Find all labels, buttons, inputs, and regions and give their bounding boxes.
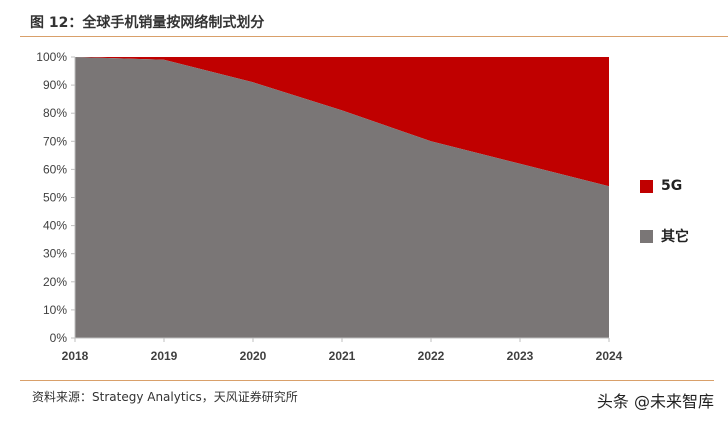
- legend-label-other: 其它: [661, 229, 689, 245]
- stacked-area-chart: 0% 10% 20% 30% 40% 50% 60% 70% 80% 90% 100% 2018 201…: [36, 50, 622, 363]
- chart-areas: [75, 57, 609, 338]
- y-tick-label: 30%: [43, 247, 67, 261]
- watermark: 头条 @未来智库: [596, 392, 714, 411]
- y-tick-label: 40%: [43, 219, 67, 233]
- x-tick-label: 2018: [62, 349, 89, 363]
- header-divider: [20, 36, 728, 37]
- y-tick-label: 70%: [43, 134, 67, 148]
- y-tick-label: 100%: [36, 50, 67, 64]
- y-tick-label: 50%: [43, 191, 67, 205]
- legend-item-other: 其它: [640, 226, 689, 246]
- area-5g: [75, 57, 609, 187]
- x-tick-label: 2020: [240, 349, 267, 363]
- x-tick-label: 2022: [418, 349, 445, 363]
- x-tick-label: 2019: [151, 349, 178, 363]
- y-tick-label: 10%: [43, 303, 67, 317]
- legend-item-5g: 5G: [640, 178, 682, 194]
- x-tick-label: 2021: [329, 349, 356, 363]
- legend-label-5g: 5G: [661, 178, 683, 194]
- x-tick-label: 2024: [596, 349, 623, 363]
- source-note: 资料来源：Strategy Analytics，天风证券研究所: [32, 390, 298, 404]
- area-other: [75, 57, 609, 338]
- y-tick-label: 0%: [50, 331, 68, 345]
- y-tick-label: 20%: [43, 275, 67, 289]
- x-tick-label: 2023: [507, 349, 534, 363]
- y-tick-label: 90%: [43, 78, 67, 92]
- figure-title: 图 12：全球手机销量按网络制式划分: [30, 15, 265, 31]
- y-tick-label: 80%: [43, 106, 67, 120]
- chart-axes: 0% 10% 20% 30% 40% 50% 60% 70% 80% 90% 100% 2018 201…: [36, 50, 622, 363]
- footer-divider: [20, 380, 714, 381]
- y-tick-label: 60%: [43, 162, 67, 176]
- legend-swatch-other: [640, 229, 653, 243]
- legend-swatch-5g: [640, 179, 653, 193]
